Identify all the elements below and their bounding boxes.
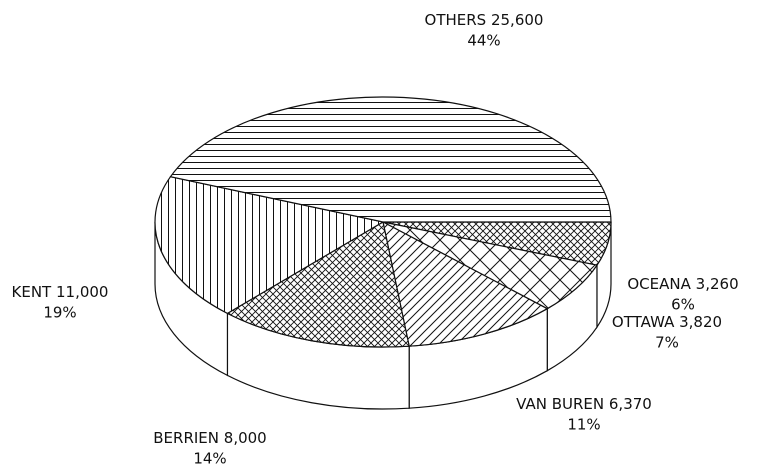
slice-label: BERRIEN 8,000 bbox=[153, 429, 266, 447]
slice-label: OTHERS 25,600 bbox=[425, 11, 544, 29]
slice-label: OTTAWA 3,820 bbox=[612, 313, 722, 331]
slice-percent: 19% bbox=[43, 304, 76, 322]
slice-name: BERRIEN bbox=[153, 429, 219, 447]
slice-percent: 44% bbox=[467, 32, 500, 50]
slice bbox=[382, 220, 549, 347]
slice-name: VAN BUREN bbox=[516, 395, 604, 413]
slice-label: VAN BUREN 6,370 bbox=[516, 395, 652, 413]
slice-label: KENT 11,000 bbox=[12, 283, 109, 301]
slice-value: 11,000 bbox=[56, 283, 109, 301]
slice bbox=[226, 221, 410, 348]
slice-name: OCEANA bbox=[627, 275, 691, 293]
slice bbox=[154, 176, 385, 315]
slice-percent: 14% bbox=[193, 450, 226, 466]
slice-name: KENT bbox=[12, 283, 53, 301]
slice-percent: 11% bbox=[567, 416, 600, 434]
slice-name: OTTAWA bbox=[612, 313, 675, 331]
slice bbox=[169, 96, 612, 223]
slice-percent: 7% bbox=[655, 334, 679, 352]
slice-value: 3,820 bbox=[679, 313, 722, 331]
slice-label: OCEANA 3,260 bbox=[627, 275, 738, 293]
slice-value: 8,000 bbox=[224, 429, 267, 447]
slice-value: 25,600 bbox=[491, 11, 544, 29]
slice-percent: 6% bbox=[671, 296, 695, 314]
slice-name: OTHERS bbox=[425, 11, 487, 29]
slice-value: 3,260 bbox=[696, 275, 739, 293]
slice-value: 6,370 bbox=[609, 395, 652, 413]
